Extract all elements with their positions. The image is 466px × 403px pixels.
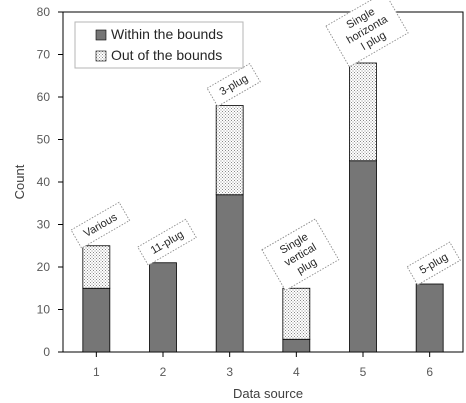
bar-out-of-bounds — [349, 62, 377, 162]
y-tick-label: 70 — [37, 48, 51, 62]
annotation-box — [325, 0, 409, 68]
bar-within-bounds — [215, 194, 244, 353]
bar-out-of-bounds — [215, 105, 244, 196]
y-axis-title: Count — [12, 164, 27, 199]
x-tick-label: 4 — [293, 365, 300, 379]
bar-out-of-bounds — [82, 245, 111, 289]
legend-swatch-within — [95, 29, 107, 41]
x-tick-label: 5 — [360, 365, 367, 379]
x-tick-label: 2 — [160, 365, 167, 379]
x-tick-label: 3 — [226, 365, 233, 379]
annotation-callout: 11-plug — [137, 218, 197, 266]
y-tick-label: 20 — [37, 260, 51, 274]
y-tick-label: 0 — [43, 345, 50, 359]
legend-label-out: Out of the bounds — [111, 47, 222, 63]
annotation-box — [406, 241, 461, 286]
bar-within-bounds — [82, 287, 111, 353]
y-tick-label: 80 — [37, 5, 51, 19]
y-tick-label: 10 — [37, 303, 51, 317]
y-tick-label: 60 — [37, 90, 51, 104]
bar-within-bounds — [349, 160, 377, 353]
annotation-box — [137, 218, 197, 266]
annotation-callout: 3-plug — [206, 62, 261, 108]
annotation-box — [70, 201, 131, 249]
bar-within-bounds — [415, 283, 444, 353]
y-tick-label: 40 — [37, 175, 51, 189]
legend: Within the bounds Out of the bounds — [74, 21, 244, 69]
x-axis-title: Data source — [233, 386, 303, 401]
annotation-box — [206, 62, 261, 108]
x-tick-label: 6 — [426, 365, 433, 379]
bar-out-of-bounds — [282, 287, 311, 340]
annotation-box — [261, 218, 340, 292]
annotation-callout: 5-plug — [406, 241, 461, 286]
bars — [82, 62, 444, 353]
x-tick-label: 1 — [93, 365, 100, 379]
x-axis-ticks: 1 2 3 4 5 6 — [93, 352, 433, 379]
y-axis-ticks: 0 10 20 30 40 50 60 70 80 — [37, 5, 63, 359]
bar-within-bounds — [282, 338, 311, 353]
y-tick-label: 30 — [37, 218, 51, 232]
annotation-callout: Various — [70, 201, 131, 249]
bar-within-bounds — [149, 262, 177, 353]
legend-label-within: Within the bounds — [111, 26, 223, 42]
legend-swatch-out — [95, 50, 107, 62]
y-tick-label: 50 — [37, 133, 51, 147]
